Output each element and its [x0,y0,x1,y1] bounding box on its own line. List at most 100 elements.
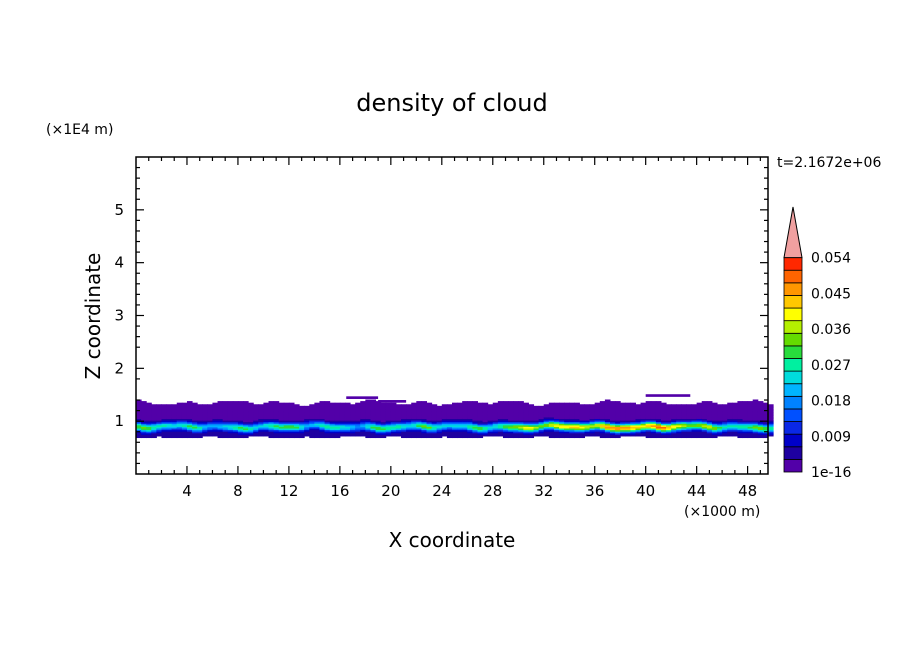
density-cell [457,429,463,432]
density-cell [222,407,229,410]
density-cell [589,432,596,435]
density-cell [171,415,178,418]
density-cell [615,426,621,429]
density-cell [319,401,326,404]
density-cell [253,410,259,413]
density-cell [151,420,157,423]
density-cell [589,412,596,415]
density-cell [559,407,565,410]
density-cell [441,421,448,424]
density-cell [202,413,208,416]
density-cell [355,424,361,427]
density-cell [207,416,213,420]
density-cell [186,412,193,415]
density-cell [243,402,249,405]
density-cell [278,429,285,432]
density-cell [273,409,280,412]
density-cell [518,413,524,416]
density-cell [176,413,183,416]
density-cell [406,409,412,412]
density-cell [467,415,473,418]
density-cell [294,418,300,421]
density-cell [237,413,244,416]
density-cell [416,435,422,439]
density-cell [650,412,657,415]
density-cell [640,424,647,427]
density-cell [166,407,173,410]
density-cell [329,405,336,408]
density-cell [462,432,468,435]
density-cell [737,434,744,437]
density-cell [385,404,392,407]
y-tick-label: 4 [114,254,124,272]
density-cell [620,434,626,437]
density-cell [329,424,336,427]
density-cell [696,428,703,431]
density-cell [441,423,448,426]
density-cell [762,407,769,410]
density-cell [181,409,188,412]
density-cell [579,426,586,429]
density-cell [564,416,570,420]
density-cell [452,418,458,421]
density-cell [599,426,606,429]
density-cell [227,418,234,421]
density-cell [482,418,489,421]
density-cell [294,413,300,416]
density-cell [171,404,178,407]
density-cell [385,416,392,420]
density-cell [268,401,275,404]
density-cell [232,402,239,405]
density-cell [232,421,239,424]
density-cell [314,426,320,429]
density-cell [375,415,382,418]
density-cell [446,404,453,407]
density-cell [457,405,463,408]
density-cell [477,428,484,431]
density-cell [727,407,733,410]
density-cell [543,409,550,412]
density-cell [436,420,443,423]
density-cell [752,410,759,413]
density-cell [752,431,759,434]
density-cell [528,424,535,427]
density-cell [243,431,249,434]
density-cell [574,426,580,429]
colorbar-level [783,320,803,334]
density-cell [691,432,698,435]
density-cell [650,428,657,431]
density-cell [222,412,229,415]
density-cell [671,412,677,415]
density-cell [615,410,621,413]
density-cell [513,418,519,421]
density-cell [401,405,407,408]
density-cell [186,421,193,424]
density-cell [492,424,499,427]
density-cell [314,432,320,435]
density-cell [502,428,509,431]
density-cell [161,424,168,427]
density-cell [390,409,397,412]
density-cell [304,405,310,408]
density-cell [497,409,504,412]
density-cell [227,424,234,427]
density-cell [263,415,270,418]
density-cell [207,407,213,410]
density-cell [762,424,769,427]
density-cell [548,428,555,431]
density-cell [762,429,769,432]
density-cell [691,429,698,432]
density-cell [462,416,468,420]
density-cell [232,424,239,427]
density-cell [768,409,774,412]
density-cell [696,415,703,418]
density-cell [339,405,346,408]
chart-title: density of cloud [356,89,547,117]
density-cell [181,420,188,423]
density-cell [462,405,468,408]
density-cell [696,402,703,405]
density-cell [732,432,738,435]
density-cell [625,402,631,405]
density-cell [610,412,616,415]
density-cell [620,409,626,412]
